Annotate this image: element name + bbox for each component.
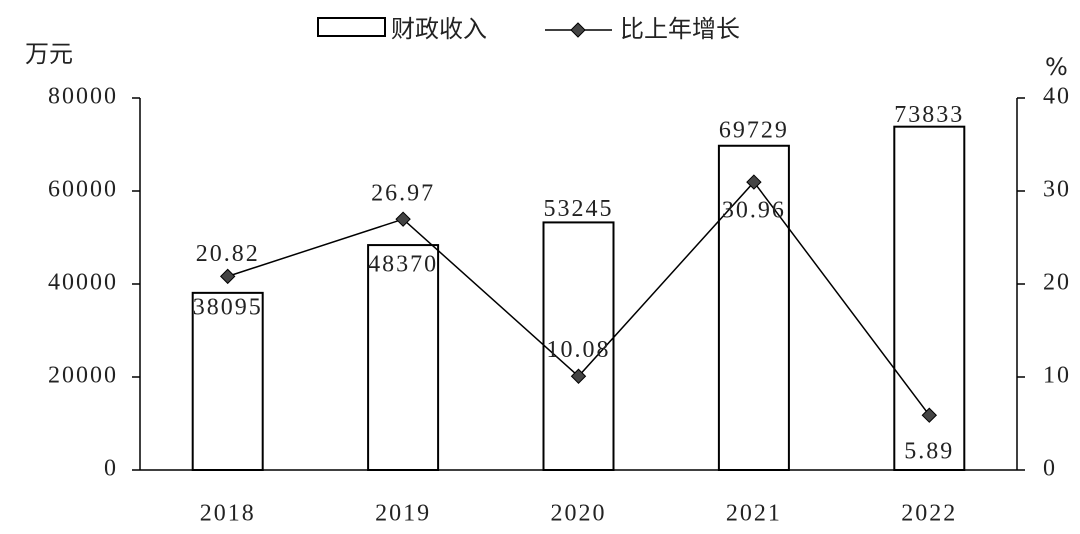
y-tick-label: 40000	[48, 270, 118, 296]
x-tick-label: 2020	[551, 501, 607, 527]
line-marker	[570, 368, 587, 384]
y-tick-label: 80000	[48, 84, 118, 110]
line-marker	[746, 174, 762, 190]
bar	[191, 291, 264, 471]
y2-tick-label: 20	[1043, 270, 1071, 296]
y2-axis-label: %	[1045, 53, 1068, 81]
y2-tick-label: 30	[1043, 177, 1071, 203]
bar-value-label: 53245	[544, 196, 614, 222]
line-value-label: 20.82	[196, 241, 260, 267]
y2-tick-label: 10	[1043, 363, 1071, 389]
legend-label: 比上年增长	[620, 15, 740, 43]
x-tick-label: 2018	[200, 501, 256, 527]
legend-label: 财政收入	[391, 15, 487, 43]
bar	[717, 144, 790, 471]
x-tick-label: 2021	[726, 501, 782, 527]
y-tick-label: 20000	[48, 363, 118, 389]
line-value-label: 26.97	[371, 181, 435, 207]
line-marker	[921, 407, 938, 423]
y-axis-label: 万元	[25, 40, 73, 68]
line-value-label: 5.89	[904, 439, 954, 465]
line-value-label: 30.96	[722, 198, 786, 224]
line-marker	[395, 211, 411, 227]
bar-value-label: 48370	[368, 252, 438, 278]
x-tick-label: 2022	[901, 501, 957, 527]
bar	[542, 221, 615, 471]
line-value-label: 10.08	[547, 337, 611, 363]
y-tick-label: 0	[104, 456, 118, 482]
legend-bar-swatch	[317, 17, 386, 37]
line-marker	[219, 268, 236, 285]
y2-tick-label: 40	[1043, 84, 1071, 110]
bar-value-label: 73833	[894, 102, 964, 128]
x-tick-label: 2019	[375, 501, 431, 527]
y-tick-label: 60000	[48, 177, 118, 203]
bar-value-label: 69729	[719, 117, 789, 143]
bar-value-label: 38095	[193, 294, 263, 320]
y2-tick-label: 0	[1043, 456, 1057, 482]
bar	[367, 244, 440, 471]
legend-marker	[570, 22, 586, 38]
